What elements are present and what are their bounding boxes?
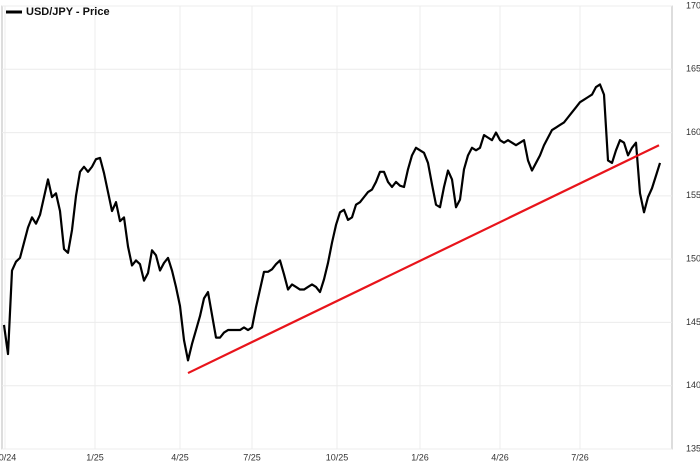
x-tick-label: 7/25: [243, 452, 261, 462]
y-tick-label: 155: [686, 190, 700, 200]
x-tick-label: 10/24: [0, 452, 16, 462]
x-tick-label: 4/26: [491, 452, 509, 462]
x-tick-label: 7/26: [571, 452, 589, 462]
y-tick-label: 170: [686, 0, 700, 10]
x-tick-label: 1/26: [411, 452, 429, 462]
y-tick-label: 145: [686, 317, 700, 327]
x-tick-label: 4/25: [171, 452, 189, 462]
marks: [2, 83, 662, 375]
y-tick-label: 140: [686, 380, 700, 390]
trendline: [187, 144, 660, 375]
x-tick-label: 1/25: [86, 452, 104, 462]
price-line: [2, 83, 662, 362]
grid: [2, 5, 672, 450]
y-tick-label: 150: [686, 254, 700, 264]
legend-label: USD/JPY - Price: [26, 6, 110, 18]
y-tick-label: 135: [686, 443, 700, 453]
y-tick-label: 165: [686, 64, 700, 74]
y-tick-label: 160: [686, 127, 700, 137]
x-tick-label: 10/25: [326, 452, 349, 462]
